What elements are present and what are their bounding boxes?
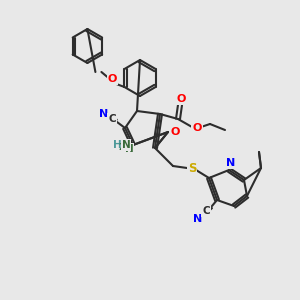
- Text: N: N: [99, 109, 109, 119]
- Text: S: S: [188, 163, 196, 176]
- Text: N: N: [124, 144, 134, 154]
- Text: O: O: [108, 74, 117, 84]
- Text: N: N: [194, 214, 202, 224]
- Text: O: O: [176, 94, 186, 104]
- Text: O: O: [192, 123, 202, 133]
- Text: N: N: [122, 140, 130, 150]
- Text: N: N: [226, 158, 236, 168]
- Text: C: C: [202, 206, 210, 216]
- Text: H: H: [112, 140, 122, 150]
- Text: C: C: [108, 114, 116, 124]
- Text: 2: 2: [122, 142, 128, 151]
- Text: 2: 2: [118, 143, 124, 152]
- Text: H: H: [115, 141, 123, 151]
- Text: O: O: [170, 127, 180, 137]
